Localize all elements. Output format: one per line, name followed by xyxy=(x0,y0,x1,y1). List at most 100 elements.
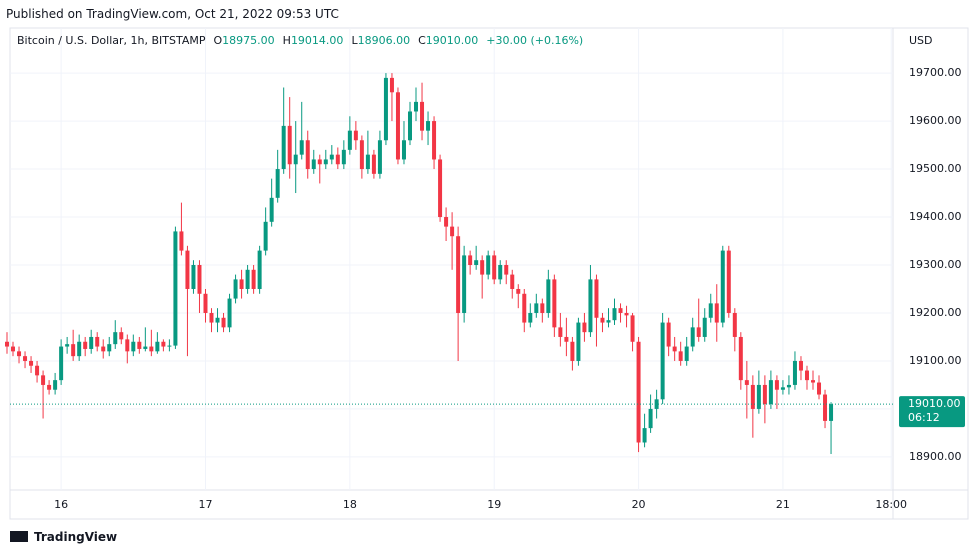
y-tick-label: 19700.00 xyxy=(909,66,962,79)
candle-body xyxy=(702,317,707,337)
candle-body xyxy=(59,346,64,381)
candle-body xyxy=(329,154,334,160)
candle-body xyxy=(173,231,178,346)
candle-body xyxy=(191,264,196,289)
candle-body xyxy=(660,322,665,400)
x-tick-label: 21 xyxy=(776,498,790,511)
candle-body xyxy=(353,130,358,141)
candle-body xyxy=(804,370,809,381)
candle-body xyxy=(305,140,310,170)
candle-body xyxy=(630,315,635,342)
candle-body xyxy=(377,140,382,174)
candle-body xyxy=(107,344,112,352)
candle-body xyxy=(618,308,623,313)
legend-key: C xyxy=(418,34,426,47)
candle-body xyxy=(432,121,437,160)
candle-body xyxy=(11,346,16,352)
candle-body xyxy=(245,269,250,289)
candle-body xyxy=(341,149,346,165)
candle-body xyxy=(480,260,485,275)
candle-body xyxy=(468,255,473,265)
footer-brand: TradingView xyxy=(34,530,118,544)
candle-body xyxy=(215,317,220,323)
candle-body xyxy=(395,92,400,160)
candle-body xyxy=(648,408,653,429)
candle-body xyxy=(582,322,587,333)
legend-key: L xyxy=(351,34,358,47)
candle-body xyxy=(456,236,461,313)
candle-body xyxy=(257,250,262,289)
candle-body xyxy=(588,279,593,333)
candle-body xyxy=(558,327,563,337)
candle-body xyxy=(161,341,166,347)
y-tick-label: 18900.00 xyxy=(909,450,962,463)
y-tick-label: 19600.00 xyxy=(909,114,962,127)
candle-body xyxy=(726,250,731,313)
candle-body xyxy=(389,77,394,93)
candle-body xyxy=(522,293,527,323)
candle-body xyxy=(504,264,509,275)
countdown-label: 06:12 xyxy=(908,411,940,424)
candle-body xyxy=(811,380,816,383)
x-tick-label: 19 xyxy=(487,498,501,511)
candle-body xyxy=(750,384,755,409)
candle-body xyxy=(17,351,22,357)
candle-body xyxy=(756,384,761,409)
candle-body xyxy=(125,339,130,352)
candle-body xyxy=(23,356,28,361)
candle-body xyxy=(233,279,238,299)
candle-body xyxy=(137,341,142,349)
legend: Bitcoin / U.S. Dollar, 1h, BITSTAMP O1897… xyxy=(17,34,591,47)
candle-body xyxy=(29,360,34,366)
candle-body xyxy=(293,154,298,165)
candle-body xyxy=(209,312,214,323)
x-tick-label: 18:00 xyxy=(875,498,907,511)
candle-body xyxy=(570,341,575,361)
candle-body xyxy=(347,130,352,150)
candle-body xyxy=(774,380,779,390)
candle-body xyxy=(95,336,100,347)
chart-frame xyxy=(9,27,969,520)
candle-body xyxy=(221,317,226,328)
y-tick-label: 19200.00 xyxy=(909,306,962,319)
candle-body xyxy=(251,269,256,289)
candle-body xyxy=(492,255,497,280)
currency-label: USD xyxy=(909,34,933,47)
x-tick-label: 17 xyxy=(198,498,212,511)
candle-body xyxy=(71,344,76,357)
candle-body xyxy=(666,322,671,347)
legend-value: +30.00 (+0.16%) xyxy=(486,34,584,47)
legend-value: 18906.00 xyxy=(357,34,411,47)
candle-body xyxy=(696,327,701,337)
candle-body xyxy=(131,341,136,352)
legend-key: O xyxy=(213,34,223,47)
candle-body xyxy=(143,346,148,349)
x-tick-label: 18 xyxy=(343,498,357,511)
x-tick-label: 20 xyxy=(632,498,646,511)
candle-body xyxy=(462,255,467,313)
candle-body xyxy=(792,360,797,385)
candle-body xyxy=(401,140,406,160)
candle-body xyxy=(41,375,46,385)
candle-body xyxy=(269,197,274,222)
candle-body xyxy=(528,312,533,323)
candle-body xyxy=(624,312,629,316)
candle-body xyxy=(167,345,172,347)
candle-body xyxy=(77,341,82,357)
candle-body xyxy=(823,394,828,421)
candle-body xyxy=(119,332,124,340)
legend-key: H xyxy=(282,34,291,47)
candle-body xyxy=(498,264,503,280)
candle-body xyxy=(540,303,545,313)
candle-body xyxy=(738,336,743,381)
candle-body xyxy=(732,312,737,337)
candle-body xyxy=(720,250,725,323)
candle-body xyxy=(155,341,160,352)
candle-body xyxy=(299,140,304,155)
candle-body xyxy=(371,154,376,174)
candle-body xyxy=(239,279,244,289)
symbol: Bitcoin / U.S. Dollar, 1h, BITSTAMP xyxy=(17,34,206,47)
candle-body xyxy=(101,346,106,352)
candle-body xyxy=(323,159,328,165)
